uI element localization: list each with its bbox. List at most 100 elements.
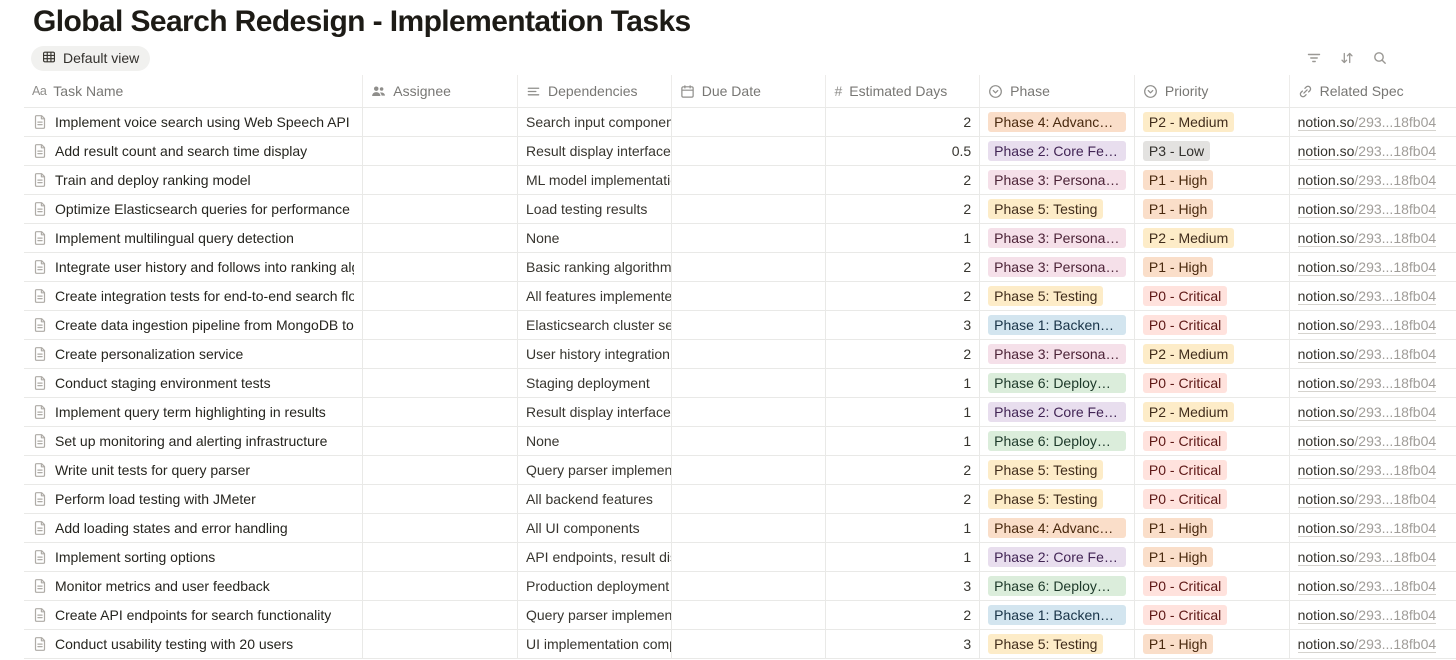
column-header-due-date[interactable]: Due Date xyxy=(672,75,827,107)
task-name-cell[interactable]: Add result count and search time display xyxy=(24,137,364,165)
task-name-cell[interactable]: Implement sorting options xyxy=(24,543,364,571)
priority-cell[interactable]: P1 - High xyxy=(1135,166,1290,194)
dependencies-cell[interactable]: Result display interface xyxy=(518,137,672,165)
due-date-cell[interactable] xyxy=(672,572,827,600)
estimated-days-cell[interactable]: 3 xyxy=(826,630,981,658)
due-date-cell[interactable] xyxy=(672,282,827,310)
assignee-cell[interactable] xyxy=(363,166,518,194)
view-tab-default[interactable]: Default view xyxy=(31,45,151,71)
phase-cell[interactable]: Phase 4: Advanced Features xyxy=(980,514,1135,542)
assignee-cell[interactable] xyxy=(363,108,518,136)
assignee-cell[interactable] xyxy=(363,369,518,397)
dependencies-cell[interactable]: UI implementation complete xyxy=(518,630,672,658)
phase-cell[interactable]: Phase 6: Deployment xyxy=(980,427,1135,455)
task-name-cell[interactable]: Perform load testing with JMeter xyxy=(24,485,364,513)
related-spec-cell[interactable]: notion.so/293...18fb04 xyxy=(1290,456,1456,484)
assignee-cell[interactable] xyxy=(363,572,518,600)
priority-cell[interactable]: P1 - High xyxy=(1135,514,1290,542)
assignee-cell[interactable] xyxy=(363,601,518,629)
dependencies-cell[interactable]: ML model implementation, use xyxy=(518,166,672,194)
table-row[interactable]: Implement multilingual query detection N… xyxy=(24,224,1456,253)
dependencies-cell[interactable]: Query parser implementation xyxy=(518,456,672,484)
task-name-cell[interactable]: Set up monitoring and alerting infrastru… xyxy=(24,427,364,455)
due-date-cell[interactable] xyxy=(672,369,827,397)
dependencies-cell[interactable]: All UI components xyxy=(518,514,672,542)
estimated-days-cell[interactable]: 2 xyxy=(826,282,981,310)
phase-cell[interactable]: Phase 2: Core Features xyxy=(980,137,1135,165)
related-spec-cell[interactable]: notion.so/293...18fb04 xyxy=(1290,427,1456,455)
priority-cell[interactable]: P1 - High xyxy=(1135,253,1290,281)
due-date-cell[interactable] xyxy=(672,108,827,136)
estimated-days-cell[interactable]: 1 xyxy=(826,398,981,426)
phase-cell[interactable]: Phase 4: Advanced Features xyxy=(980,108,1135,136)
assignee-cell[interactable] xyxy=(363,253,518,281)
phase-cell[interactable]: Phase 6: Deployment xyxy=(980,369,1135,397)
column-header-phase[interactable]: Phase xyxy=(980,75,1135,107)
priority-cell[interactable]: P0 - Critical xyxy=(1135,572,1290,600)
priority-cell[interactable]: P3 - Low xyxy=(1135,137,1290,165)
task-name-cell[interactable]: Monitor metrics and user feedback xyxy=(24,572,364,600)
task-name-cell[interactable]: Integrate user history and follows into … xyxy=(24,253,364,281)
due-date-cell[interactable] xyxy=(672,543,827,571)
priority-cell[interactable]: P0 - Critical xyxy=(1135,456,1290,484)
due-date-cell[interactable] xyxy=(672,514,827,542)
dependencies-cell[interactable]: Load testing results xyxy=(518,195,672,223)
table-row[interactable]: Implement voice search using Web Speech … xyxy=(24,108,1456,137)
dependencies-cell[interactable]: Result display interface xyxy=(518,398,672,426)
phase-cell[interactable]: Phase 1: Backend Foundation xyxy=(980,601,1135,629)
dependencies-cell[interactable]: All backend features xyxy=(518,485,672,513)
assignee-cell[interactable] xyxy=(363,398,518,426)
assignee-cell[interactable] xyxy=(363,195,518,223)
phase-cell[interactable]: Phase 2: Core Features xyxy=(980,543,1135,571)
estimated-days-cell[interactable]: 1 xyxy=(826,543,981,571)
task-name-cell[interactable]: Train and deploy ranking model xyxy=(24,166,364,194)
due-date-cell[interactable] xyxy=(672,630,827,658)
table-row[interactable]: Perform load testing with JMeter All bac… xyxy=(24,485,1456,514)
table-row[interactable]: Create personalization service User hist… xyxy=(24,340,1456,369)
estimated-days-cell[interactable]: 2 xyxy=(826,456,981,484)
related-spec-cell[interactable]: notion.so/293...18fb04 xyxy=(1290,253,1456,281)
related-spec-cell[interactable]: notion.so/293...18fb04 xyxy=(1290,137,1456,165)
due-date-cell[interactable] xyxy=(672,485,827,513)
phase-cell[interactable]: Phase 3: Personalization xyxy=(980,253,1135,281)
due-date-cell[interactable] xyxy=(672,224,827,252)
phase-cell[interactable]: Phase 3: Personalization xyxy=(980,166,1135,194)
table-row[interactable]: Set up monitoring and alerting infrastru… xyxy=(24,427,1456,456)
due-date-cell[interactable] xyxy=(672,427,827,455)
table-row[interactable]: Create integration tests for end-to-end … xyxy=(24,282,1456,311)
dependencies-cell[interactable]: Staging deployment xyxy=(518,369,672,397)
related-spec-cell[interactable]: notion.so/293...18fb04 xyxy=(1290,369,1456,397)
task-name-cell[interactable]: Create personalization service xyxy=(24,340,364,368)
estimated-days-cell[interactable]: 2 xyxy=(826,340,981,368)
estimated-days-cell[interactable]: 2 xyxy=(826,601,981,629)
dependencies-cell[interactable]: API endpoints, result display xyxy=(518,543,672,571)
dependencies-cell[interactable]: Elasticsearch cluster setup, D xyxy=(518,311,672,339)
due-date-cell[interactable] xyxy=(672,398,827,426)
table-row[interactable]: Implement query term highlighting in res… xyxy=(24,398,1456,427)
dependencies-cell[interactable]: None xyxy=(518,427,672,455)
table-row[interactable]: Write unit tests for query parser Query … xyxy=(24,456,1456,485)
priority-cell[interactable]: P0 - Critical xyxy=(1135,427,1290,455)
priority-cell[interactable]: P0 - Critical xyxy=(1135,282,1290,310)
related-spec-cell[interactable]: notion.so/293...18fb04 xyxy=(1290,398,1456,426)
due-date-cell[interactable] xyxy=(672,166,827,194)
phase-cell[interactable]: Phase 5: Testing xyxy=(980,282,1135,310)
estimated-days-cell[interactable]: 1 xyxy=(826,369,981,397)
related-spec-cell[interactable]: notion.so/293...18fb04 xyxy=(1290,572,1456,600)
estimated-days-cell[interactable]: 1 xyxy=(826,514,981,542)
due-date-cell[interactable] xyxy=(672,456,827,484)
priority-cell[interactable]: P0 - Critical xyxy=(1135,311,1290,339)
column-header-priority[interactable]: Priority xyxy=(1135,75,1290,107)
column-header-assignee[interactable]: Assignee xyxy=(363,75,518,107)
assignee-cell[interactable] xyxy=(363,456,518,484)
related-spec-cell[interactable]: notion.so/293...18fb04 xyxy=(1290,195,1456,223)
estimated-days-cell[interactable]: 1 xyxy=(826,427,981,455)
priority-cell[interactable]: P2 - Medium xyxy=(1135,340,1290,368)
phase-cell[interactable]: Phase 3: Personalization xyxy=(980,340,1135,368)
phase-cell[interactable]: Phase 5: Testing xyxy=(980,195,1135,223)
estimated-days-cell[interactable]: 2 xyxy=(826,166,981,194)
due-date-cell[interactable] xyxy=(672,340,827,368)
task-name-cell[interactable]: Conduct usability testing with 20 users xyxy=(24,630,364,658)
assignee-cell[interactable] xyxy=(363,543,518,571)
related-spec-cell[interactable]: notion.so/293...18fb04 xyxy=(1290,601,1456,629)
